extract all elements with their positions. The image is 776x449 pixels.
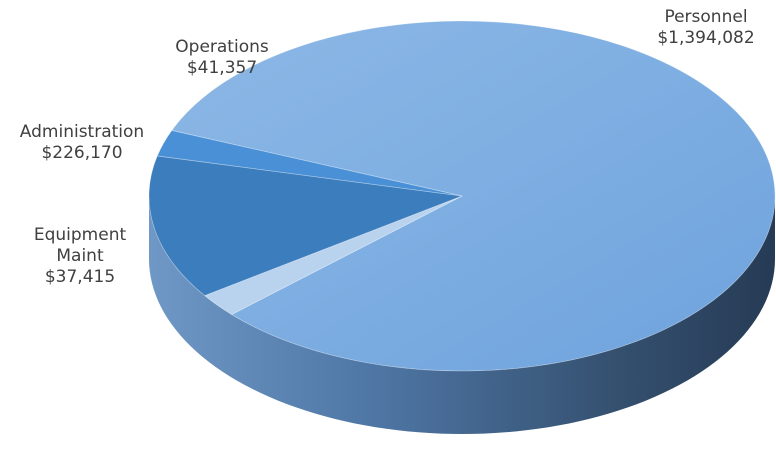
data-label-name-operations: Operations [175,37,269,57]
data-label-value-administration: $226,170 [41,143,122,163]
data-label-value-personnel: $1,394,082 [657,28,754,48]
pie-slice-personnel [171,20,776,372]
pie-label-layer: Personnel$1,394,082 EquipmentMaint$37,415… [20,7,755,287]
pie-slice-operations [156,129,463,197]
data-label-name-equipment-maint: Equipment [34,225,127,245]
pie-top-layer [148,20,776,372]
pie-slice-administration [148,155,463,297]
data-label-value-equipment-maint: $37,415 [45,267,115,287]
data-label-name-administration: Administration [20,122,144,142]
pie-side-layer [149,196,775,434]
pie-slice-equipment-maint [203,195,463,315]
data-label-name-personnel: Personnel [664,7,747,27]
data-label-value-operations: $41,357 [187,58,257,78]
pie-side-wall [149,196,775,434]
data-label-name-equipment-maint: Maint [56,246,104,266]
